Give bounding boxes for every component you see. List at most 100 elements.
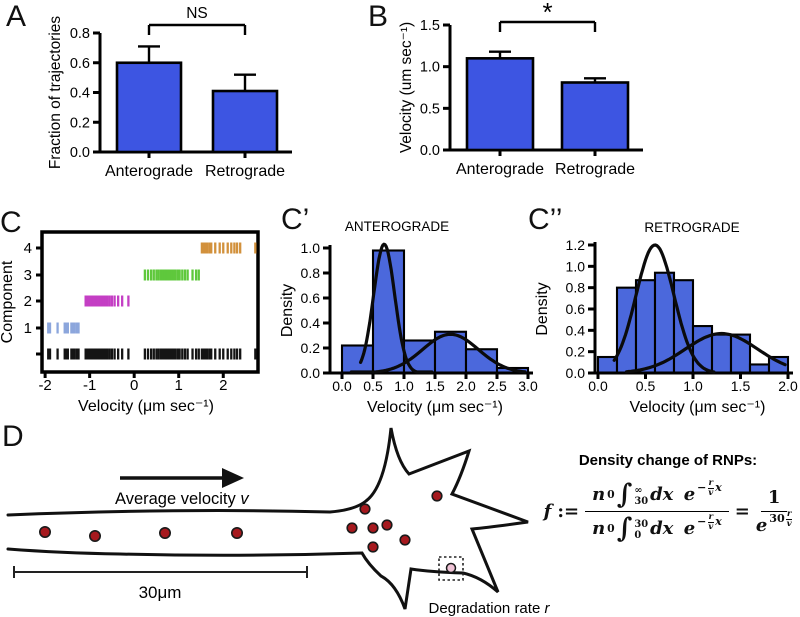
x-tick-label: 3.0 (518, 378, 538, 394)
category-label: Retrograde (205, 163, 285, 180)
x-tick-label: -2 (38, 377, 51, 394)
y-tick-label: 0.2 (70, 115, 90, 131)
y-axis-label: Velocity (um sec⁻¹) (398, 22, 415, 153)
exponent: − r v x (697, 512, 722, 532)
component-tick-label: 3 (24, 267, 32, 284)
degradation-rate-label: Degradation rate r (429, 600, 551, 617)
rnp-dot (367, 541, 379, 553)
component-tick-label: 2 (24, 293, 32, 310)
density-curve (358, 242, 434, 374)
y-axis-label: Component (0, 260, 16, 343)
rnp-dot (38, 526, 51, 539)
histogram-anterograde: 0.0 0.2 0.4 0.6 0.8 1.0 0.0 0.5 1.0 1.5 2.0 2.5 3.0 A… (279, 219, 538, 416)
bar-chart-fraction-trajectories: 0.0 0.2 0.4 0.6 0.8 Fraction of trajectories A… (47, 5, 292, 180)
y-tick-label: 1.0 (566, 258, 586, 274)
exponent: 30 r v (769, 509, 793, 529)
panel-label-d: D (2, 420, 24, 453)
integral-sign: ∫ (616, 513, 633, 544)
soma-rnp-dots (346, 490, 443, 553)
histogram-bar (710, 333, 733, 375)
panel-label-c: C (0, 206, 22, 239)
y-tick-label: 1.0 (301, 240, 321, 256)
x-tick-label: 2.5 (487, 378, 507, 394)
y-tick-label: 0.2 (566, 344, 586, 360)
y-tick-label: 0.0 (70, 145, 90, 161)
histogram-bar (634, 279, 657, 375)
y-tick-label: 0.4 (301, 315, 321, 331)
rnp-dot (431, 490, 443, 502)
x-tick-label: 0.0 (588, 378, 608, 394)
degraded-rnp-box (438, 556, 464, 581)
x-tick-label: 2.0 (456, 378, 476, 394)
chart-title: ANTEROGRADE (345, 219, 449, 234)
y-tick-label: 1.2 (566, 237, 586, 253)
density-formula: f := n 0 ∫ ∞ 30 dx e − r v x n 0 ∫ 30 0 dx e − r v x = 1 e… (536, 478, 800, 544)
formula-title: Density change of RNPs: (578, 452, 758, 469)
y-tick-label: 0.6 (566, 301, 586, 317)
component-tick-label: 1 (24, 320, 32, 337)
formula-denominator: n 0 ∫ 30 0 dx e − r v x (592, 512, 722, 544)
y-tick-label: 0.2 (301, 340, 321, 356)
histogram-retrograde: 0.0 0.2 0.4 0.6 0.8 1.0 1.2 0.0 0.5 1.0 1.5 2.0 RETR… (534, 220, 798, 416)
integral-bounds: 30 0 (634, 519, 649, 542)
scale-bar (13, 566, 308, 578)
histogram-bar (340, 344, 375, 375)
bar (115, 61, 183, 154)
category-label: Retrograde (555, 161, 635, 178)
panel-label-c-prime: C’ (281, 203, 310, 236)
density-curve (624, 331, 787, 374)
bar (560, 81, 630, 152)
y-tick-label: 0.4 (70, 86, 90, 102)
panel-label-a: A (6, 0, 27, 33)
x-tick-label: 1.0 (683, 378, 703, 394)
x-tick-label: 2.0 (778, 378, 798, 394)
x-tick-label: 2 (219, 377, 227, 394)
y-tick-label: 0.0 (301, 365, 321, 381)
chart-title: RETROGRADE (644, 220, 739, 235)
significance-label: NS (186, 5, 208, 22)
x-tick-label: 1.0 (394, 378, 414, 394)
rnp-dot (231, 527, 244, 540)
y-axis-label: Density (534, 282, 551, 335)
y-tick-label: 0.8 (301, 265, 321, 281)
significance-label: * (542, 0, 552, 27)
neuron-diagram: Average velocity v 30μm Degradation rate… (6, 427, 551, 617)
x-axis-label: Velocity (μm sec⁻¹) (78, 398, 214, 415)
formula-result-fraction: 1 e 30 r v (755, 487, 793, 536)
formula-defeq: := (557, 501, 580, 522)
y-tick-label: 0.0 (566, 365, 586, 381)
scale-bar-label: 30μm (139, 583, 182, 602)
rnp-dot (367, 522, 379, 534)
y-tick-label: 0.5 (420, 101, 440, 117)
formula-equals: = (734, 501, 750, 522)
y-tick-label: 0.6 (301, 290, 321, 306)
y-axis-label: Density (279, 284, 296, 337)
density-curve (612, 243, 716, 374)
y-tick-label: 0.8 (566, 280, 586, 296)
x-tick-label: 1.5 (425, 378, 445, 394)
x-tick-label: -1 (83, 377, 96, 394)
rnp-dot (399, 534, 411, 546)
bar (211, 89, 279, 154)
bar-chart-velocity: 0.0 0.5 1.0 1.5 Velocity (um sec⁻¹) Anterogra… (398, 0, 643, 178)
panel-label-b: B (368, 0, 389, 33)
x-axis-label: Velocity (μm sec⁻¹) (630, 399, 766, 416)
category-label: Anterograde (105, 163, 193, 180)
rnp-dot (89, 530, 102, 543)
formula-f: f (543, 501, 552, 522)
exponent: − r v x (697, 478, 722, 498)
density-change-block: Density change of RNPs: f := n 0 ∫ ∞ 30 dx e −… (536, 452, 800, 542)
rnp-dot (381, 519, 393, 531)
category-label: Anterograde (456, 161, 544, 178)
neuron-outline (6, 427, 529, 610)
velocity-arrow (120, 468, 244, 488)
y-tick-label: 0.0 (420, 143, 440, 159)
x-tick-label: 1.5 (731, 378, 751, 394)
density-curve (349, 332, 527, 374)
y-tick-label: 0.4 (566, 322, 586, 338)
rnp-dot (159, 527, 172, 540)
